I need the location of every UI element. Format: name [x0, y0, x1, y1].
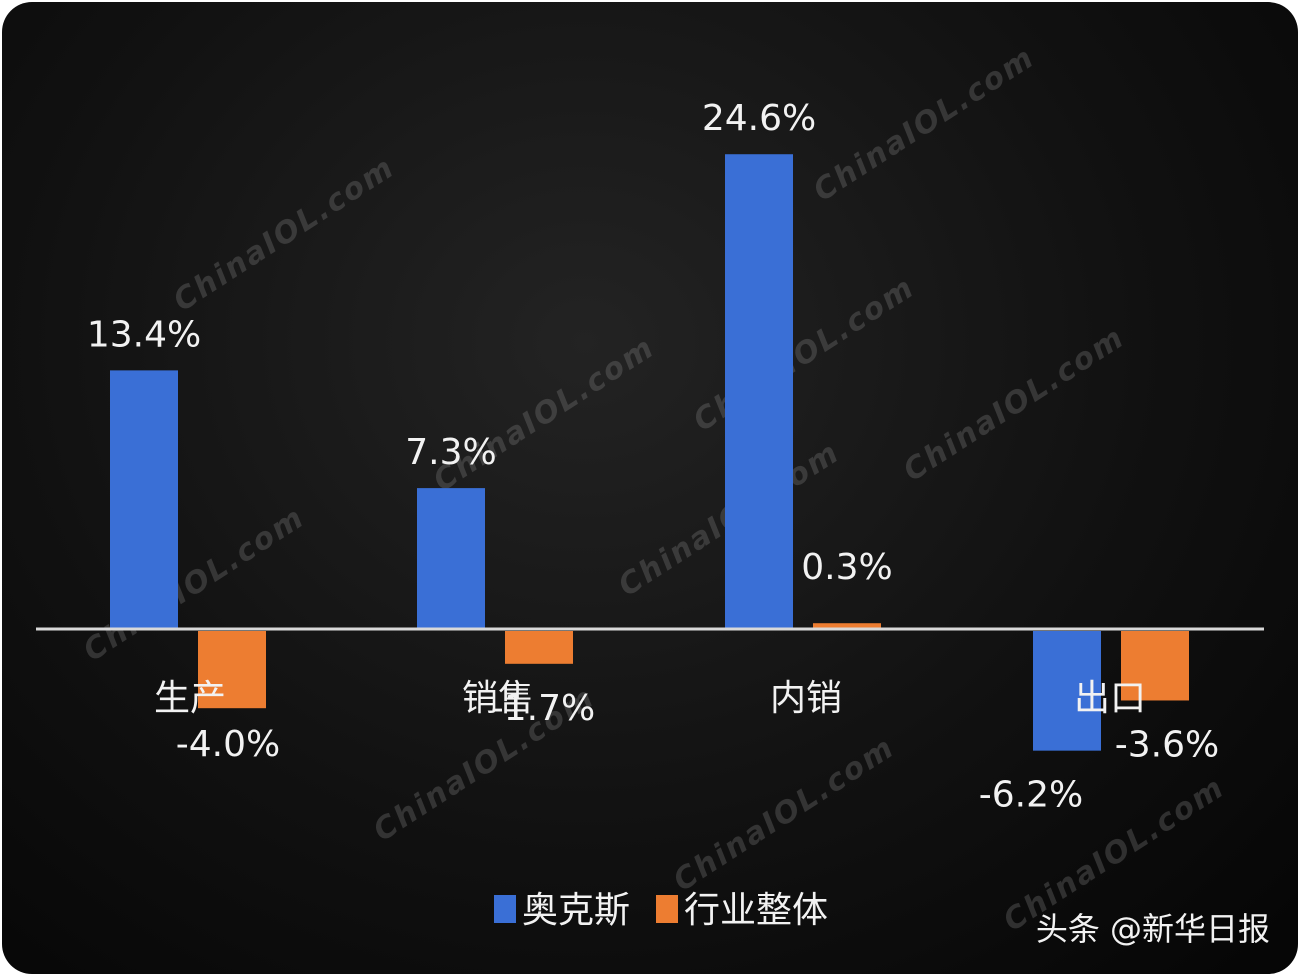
watermark-text: ChinaIOL.com	[687, 270, 921, 439]
watermark-text: ChinaIOL.com	[667, 730, 901, 899]
labels-layer: 13.4% 7.3% 24.6% -6.2% -4.0% -1.7% 0.3% -3.6% 生产…	[87, 98, 1219, 815]
data-label-1-3: -3.6%	[1115, 724, 1219, 765]
watermark-text: ChinaIOL.com	[807, 40, 1041, 209]
data-label-1-2: 0.3%	[801, 547, 892, 588]
bar-1-0	[198, 631, 266, 709]
source-credit: 头条 @新华日报	[1035, 910, 1270, 948]
bar-1-3	[1121, 631, 1189, 701]
legend-label-0: 奥克斯	[522, 890, 630, 931]
bar-1-1	[505, 631, 573, 664]
bar-0-0	[110, 370, 178, 629]
data-label-1-1: -1.7%	[491, 688, 595, 729]
watermark-text: ChinaIOL.com	[897, 320, 1131, 489]
data-label-0-2: 24.6%	[702, 98, 816, 139]
bar-1-2	[813, 623, 881, 629]
legend-label-1: 行业整体	[684, 890, 828, 931]
watermark-text: ChinaIOL.com	[427, 330, 661, 499]
category-label-3: 出口	[1074, 678, 1146, 719]
category-label-2: 内销	[770, 678, 842, 719]
data-label-0-3: -6.2%	[979, 775, 1083, 816]
bar-0-2	[725, 154, 793, 629]
data-label-1-0: -4.0%	[176, 724, 280, 765]
legend-swatch-1	[656, 895, 678, 923]
legend: 奥克斯 行业整体	[494, 890, 828, 931]
watermark-text: ChinaIOL.com	[167, 150, 401, 319]
data-label-0-1: 7.3%	[405, 432, 496, 473]
data-label-0-0: 13.4%	[87, 314, 201, 355]
category-label-1: 销售	[462, 678, 534, 719]
category-label-0: 生产	[154, 678, 226, 719]
legend-swatch-0	[494, 895, 516, 923]
bars-layer	[110, 154, 1189, 751]
bar-0-1	[417, 488, 485, 629]
bar-0-3	[1033, 631, 1101, 751]
